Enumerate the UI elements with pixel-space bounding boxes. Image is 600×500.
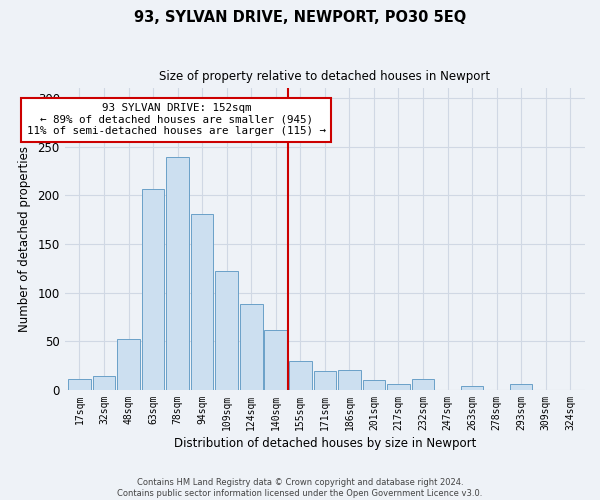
Bar — [265, 330, 287, 390]
Bar — [289, 361, 311, 390]
Bar — [142, 188, 164, 390]
Text: 93, SYLVAN DRIVE, NEWPORT, PO30 5EQ: 93, SYLVAN DRIVE, NEWPORT, PO30 5EQ — [134, 10, 466, 25]
Bar — [166, 158, 189, 390]
Bar — [387, 384, 410, 390]
Bar — [117, 340, 140, 390]
Bar — [240, 304, 263, 390]
Bar — [92, 376, 115, 390]
Bar — [191, 214, 214, 390]
Text: 93 SYLVAN DRIVE: 152sqm
← 89% of detached houses are smaller (945)
11% of semi-d: 93 SYLVAN DRIVE: 152sqm ← 89% of detache… — [27, 103, 326, 136]
X-axis label: Distribution of detached houses by size in Newport: Distribution of detached houses by size … — [173, 437, 476, 450]
Bar — [412, 379, 434, 390]
Y-axis label: Number of detached properties: Number of detached properties — [17, 146, 31, 332]
Text: Contains HM Land Registry data © Crown copyright and database right 2024.
Contai: Contains HM Land Registry data © Crown c… — [118, 478, 482, 498]
Bar — [215, 271, 238, 390]
Bar — [362, 380, 385, 390]
Title: Size of property relative to detached houses in Newport: Size of property relative to detached ho… — [159, 70, 490, 83]
Bar — [314, 372, 336, 390]
Bar — [338, 370, 361, 390]
Bar — [510, 384, 532, 390]
Bar — [68, 379, 91, 390]
Bar — [461, 386, 484, 390]
